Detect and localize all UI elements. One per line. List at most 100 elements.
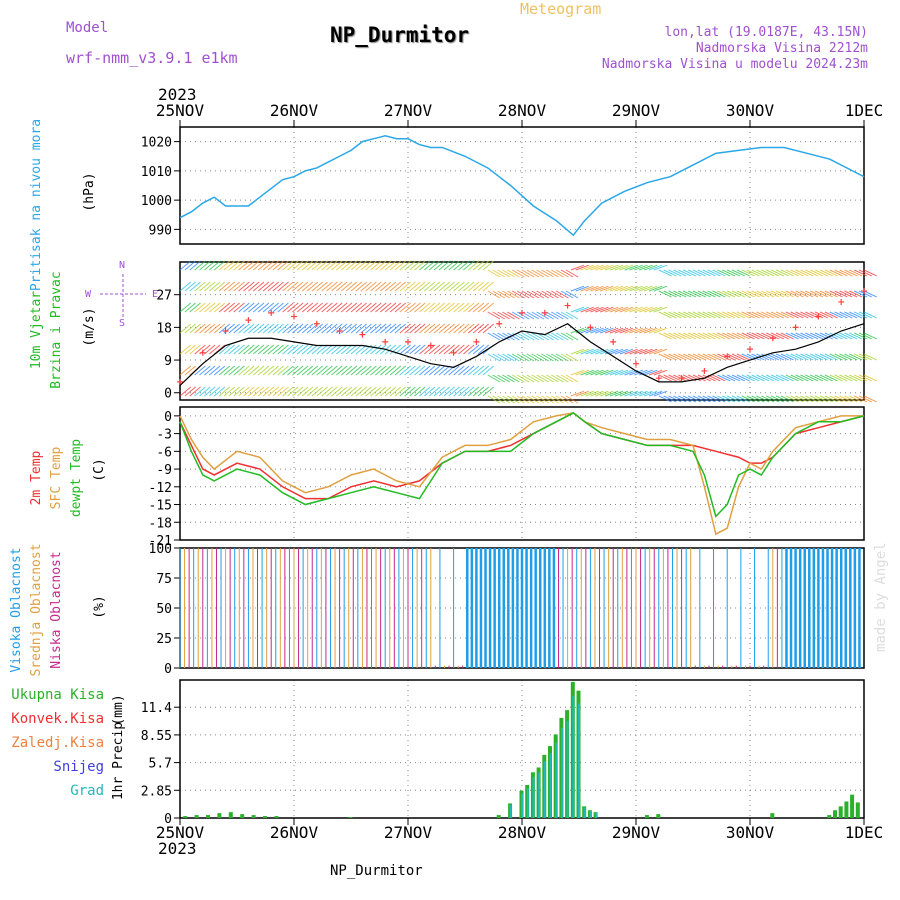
wind-barb [551, 395, 564, 404]
wind-barb [463, 386, 475, 397]
wind-barb [736, 311, 750, 319]
top-year-label: 2023 [158, 85, 197, 104]
wind-barb [375, 323, 387, 334]
wind-barb [184, 281, 196, 292]
wind-barb [692, 311, 706, 319]
wind-barb [336, 281, 348, 292]
wind-barb [712, 290, 726, 298]
wind-barb [585, 264, 599, 271]
wind-barb [829, 290, 843, 298]
precip-legend-4: Grad [70, 783, 104, 799]
wind-barb [497, 395, 510, 404]
wind-barb [204, 260, 216, 271]
wind-barb [795, 269, 809, 277]
wind-barb [287, 281, 299, 292]
wind-barb [482, 386, 494, 397]
wind-barb [511, 269, 525, 278]
wind-barb [697, 290, 711, 298]
wind-barb [189, 344, 201, 355]
wind-barb [590, 264, 604, 271]
wind-barb [678, 395, 692, 403]
wind-barb [658, 332, 672, 340]
wind-barb [731, 311, 745, 319]
wind-barb [614, 285, 629, 292]
wind-barb [819, 332, 833, 340]
wind-barb [228, 344, 240, 355]
wind-barb [336, 365, 348, 376]
wind-barb [643, 264, 658, 271]
wind-barb [790, 290, 804, 298]
wind-barb [223, 281, 236, 292]
wind-barb [507, 332, 520, 341]
wind-barb [399, 365, 411, 376]
wind-barb [795, 353, 809, 361]
wind-gust-marker [177, 378, 183, 385]
wind-barb [409, 281, 421, 292]
wind-barb [521, 332, 535, 341]
y-tick-label: 1020 [141, 136, 172, 151]
wind-barb [282, 344, 294, 355]
wind-barb [252, 365, 265, 376]
wind-barb [800, 395, 814, 403]
wind-barb [463, 281, 475, 292]
wind-barb [687, 311, 702, 319]
wind-barb [414, 386, 426, 397]
precip-legend-2: Zaledj.Kisa [11, 735, 104, 751]
wind-barb [575, 369, 590, 376]
wind-barb [731, 374, 745, 382]
wind-barb [477, 302, 490, 313]
wind-barb [707, 290, 721, 298]
wind-barb [384, 281, 397, 292]
product-title: Meteogram [520, 0, 602, 18]
wind-barb [502, 353, 515, 362]
wind-barb [775, 290, 789, 298]
wind-barb [824, 290, 838, 298]
wind-barb [536, 353, 550, 362]
wind-barb [428, 260, 441, 271]
wind-barb [844, 290, 858, 298]
wind-barb [331, 386, 343, 397]
wind-barb [560, 269, 574, 278]
wind-barb [829, 353, 843, 361]
wind-barb [438, 344, 450, 355]
wind-barb [731, 269, 745, 277]
wind-barb [389, 281, 402, 292]
wind-barb [321, 302, 333, 313]
wind-barb [218, 365, 231, 376]
wind-barb [604, 369, 619, 376]
wind-barb [409, 386, 421, 397]
wind-barb [238, 365, 250, 376]
wind-barb [805, 332, 819, 340]
panel-frame [179, 261, 865, 401]
wind-barb [262, 302, 275, 313]
wind-barb [194, 281, 206, 292]
wind-barb [795, 311, 809, 319]
wind-barb [600, 390, 614, 397]
wind-barb [292, 386, 304, 397]
wind-barb [272, 323, 284, 334]
wind-barb [751, 374, 765, 382]
wind-barb [272, 365, 284, 376]
wind-barb [854, 395, 868, 403]
wind-barb [849, 353, 863, 361]
wind-barb [467, 281, 480, 292]
wind-barb [492, 395, 506, 404]
wind-barb [717, 395, 731, 403]
wind-barb [438, 365, 450, 376]
wind-barb [595, 348, 609, 355]
wind-barb [340, 323, 353, 334]
wind-barb [663, 353, 677, 361]
wind-barb [526, 395, 540, 404]
y-tick-label: 9 [164, 354, 172, 369]
wind-barb [814, 374, 829, 382]
wind-barb [683, 395, 697, 403]
wind-barb [448, 302, 460, 313]
wind-barb [795, 374, 809, 382]
wind-gust-marker [291, 313, 297, 320]
wind-barb [428, 302, 441, 313]
y-tick-label: 27 [156, 289, 172, 304]
wind-barb [336, 344, 348, 355]
wind-barb [345, 281, 358, 292]
y-tick-label: 25 [156, 632, 172, 647]
wind-barb [639, 348, 653, 355]
